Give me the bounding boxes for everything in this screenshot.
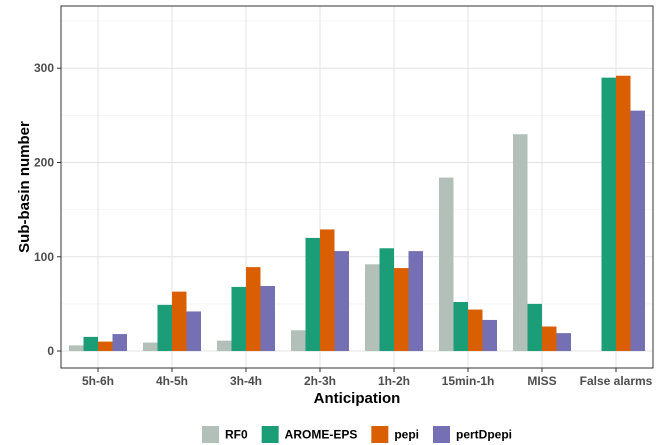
bar	[453, 302, 468, 352]
x-tick-label: False alarms	[580, 374, 653, 388]
bar	[482, 319, 497, 352]
x-axis-ticks: 5h-6h 4h-5h 3h-4h 2h-3h 1h-2h 15min-1h MISS Fal…	[82, 368, 653, 388]
x-tick-label: 5h-6h	[82, 374, 114, 388]
x-tick-label: 3h-4h	[230, 374, 262, 388]
bar	[408, 251, 423, 352]
bar	[83, 336, 98, 352]
bar	[231, 286, 246, 352]
bar	[112, 334, 127, 352]
bar	[260, 285, 275, 352]
bar	[527, 303, 542, 352]
bar	[172, 291, 187, 352]
legend-key	[433, 426, 451, 443]
legend-label: AROME-EPS	[285, 428, 358, 442]
bar	[513, 134, 528, 352]
bar	[542, 326, 557, 352]
x-tick-label: 15min-1h	[442, 374, 495, 388]
bar	[439, 177, 454, 352]
bar	[246, 267, 261, 352]
bar	[305, 237, 320, 352]
x-tick-label: 1h-2h	[378, 374, 410, 388]
bar	[616, 75, 631, 352]
bar	[186, 311, 201, 352]
legend-key	[201, 426, 219, 443]
bar	[394, 268, 409, 352]
x-tick-label: MISS	[527, 374, 556, 388]
y-tick-label: 0	[47, 344, 54, 358]
legend-label: pepi	[394, 428, 419, 442]
bar	[365, 264, 380, 352]
bar	[379, 248, 394, 352]
panel-border	[60, 5, 654, 369]
x-tick-label: 4h-5h	[156, 374, 188, 388]
legend-label: RF0	[225, 428, 248, 442]
legend-label: pertDpepi	[456, 428, 512, 442]
bar	[217, 340, 232, 352]
bar	[291, 330, 306, 352]
bar	[320, 229, 335, 352]
y-axis-title: Sub-basin number	[16, 121, 33, 253]
legend-key	[261, 426, 279, 443]
x-axis-title: Anticipation	[314, 390, 401, 407]
bar	[143, 342, 158, 352]
x-tick-label: 2h-3h	[304, 374, 336, 388]
legend-key	[371, 426, 389, 443]
bar	[468, 309, 483, 352]
bar	[334, 251, 349, 352]
bar	[69, 345, 84, 352]
y-tick-label: 200	[34, 155, 54, 169]
y-axis-ticks: 0 100 200 300	[34, 61, 61, 358]
bar	[157, 304, 172, 352]
bar	[630, 110, 645, 352]
bar	[98, 341, 113, 352]
bar	[556, 333, 571, 352]
y-tick-label: 100	[34, 250, 54, 264]
bars	[69, 75, 645, 352]
bar	[601, 77, 616, 352]
y-tick-label: 300	[34, 61, 54, 75]
panel-background	[61, 6, 653, 368]
legend: RF0 AROME-EPS pepi pertDpepi	[201, 426, 512, 443]
